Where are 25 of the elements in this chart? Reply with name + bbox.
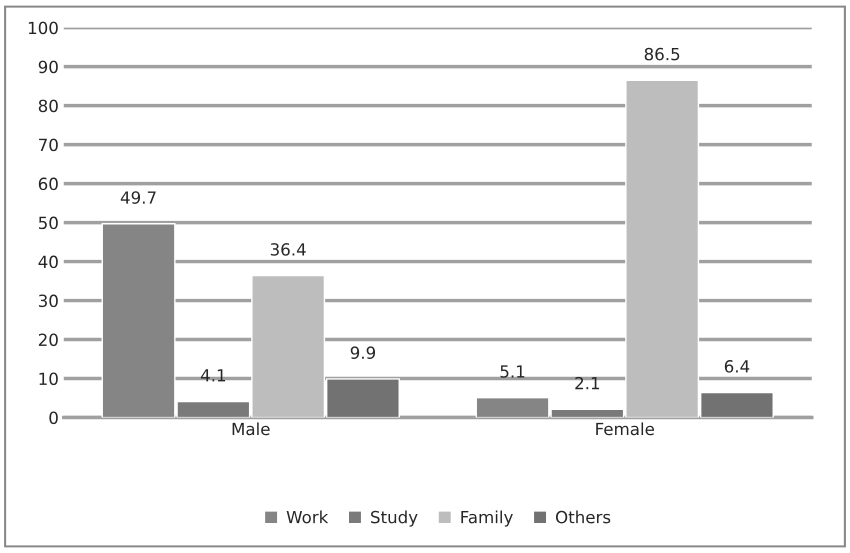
y-tick-label: 50 (38, 216, 58, 230)
y-tick-label: 100 (28, 22, 58, 34)
legend-label: Study (371, 510, 418, 527)
data-label: 6.4 (724, 360, 750, 373)
y-tick-label: 90 (38, 60, 58, 74)
y-tick-label: 80 (38, 100, 58, 112)
data-label: 86.5 (644, 48, 680, 60)
y-tick-label: 60 (38, 178, 58, 190)
legend-label: Family (461, 510, 513, 527)
data-label: 36.4 (270, 243, 306, 256)
data-label: 5.1 (500, 365, 524, 378)
x-tick-label: Female (596, 422, 654, 436)
y-tick-label: 20 (38, 334, 58, 346)
x-tick-label: Male (232, 422, 270, 436)
y-tick-label: 0 (49, 411, 58, 424)
y-tick-label: 40 (38, 256, 58, 268)
data-label: 2.1 (575, 376, 600, 390)
y-tick-label: 10 (40, 372, 58, 386)
legend-label: Others (556, 510, 610, 524)
legend-label: Work (286, 510, 328, 524)
data-label: 9.9 (350, 346, 376, 360)
y-tick-label: 70 (39, 138, 58, 152)
data-label: 49.7 (120, 191, 156, 204)
data-label: 4.1 (200, 369, 226, 382)
y-tick-label: 30 (38, 294, 58, 308)
